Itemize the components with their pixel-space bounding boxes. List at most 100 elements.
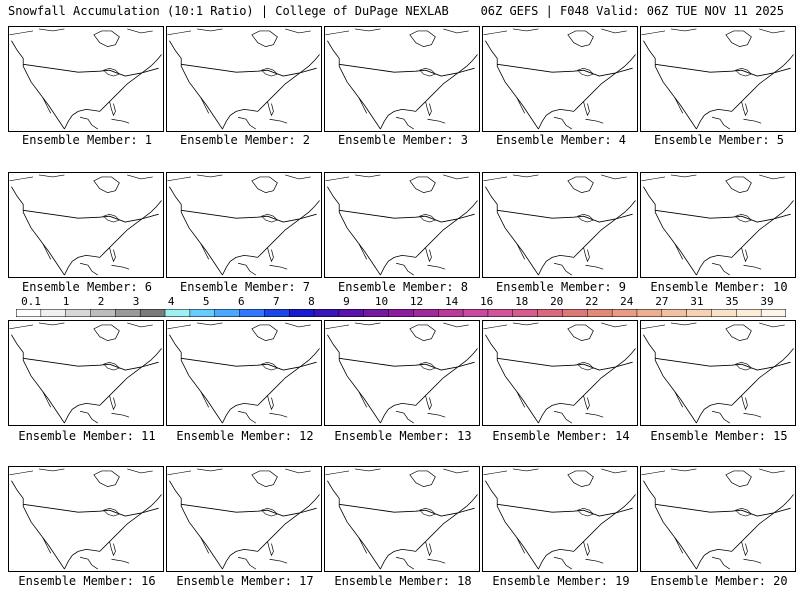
colorbar-tick-label: 27: [655, 295, 669, 308]
colorbar-tick-label: 24: [620, 295, 634, 308]
ensemble-member-label: Ensemble Member: 17: [176, 574, 314, 588]
colorbar-tick-label: 9: [343, 295, 350, 308]
ensemble-member-label: Ensemble Member: 19: [492, 574, 630, 588]
snowfall-map: [641, 467, 795, 571]
snowfall-map: [483, 467, 637, 571]
colorbar-tick-label: 6: [237, 295, 245, 308]
ensemble-member-label: Ensemble Member: 6: [21, 280, 153, 294]
ensemble-map-panel: [482, 26, 638, 132]
colorbar-swatch: [487, 309, 514, 317]
ensemble-map-panel: [324, 466, 480, 572]
colorbar-swatch: [338, 309, 365, 317]
valid-time-label: 06Z GEFS | F048 Valid: 06Z TUE NOV 11 20…: [480, 4, 784, 18]
colorbar-tick-label: 12: [409, 295, 424, 308]
colorbar-swatch: [388, 309, 414, 317]
ensemble-member-label: Ensemble Member: 10: [650, 280, 788, 294]
colorbar-swatch: [214, 309, 241, 317]
colorbar-swatch: [413, 309, 439, 317]
colorbar-tick-label: 0.1: [21, 295, 41, 308]
colorbar-swatch: [189, 309, 216, 317]
snowfall-map: [325, 173, 479, 277]
snowfall-map: [167, 321, 321, 425]
snowfall-map: [9, 173, 163, 277]
ensemble-member-label: Ensemble Member: 14: [492, 429, 630, 443]
colorbar-swatch: [736, 309, 762, 317]
ensemble-map-panel: [324, 172, 480, 278]
colorbar-tick-label: 1: [62, 295, 70, 308]
colorbar-swatch: [16, 309, 42, 317]
ensemble-map-panel: [482, 172, 638, 278]
snowfall-map: [641, 173, 795, 277]
ensemble-member-label: Ensemble Member: 8: [337, 280, 469, 294]
ensemble-member-label: Ensemble Member: 2: [179, 133, 311, 147]
colorbar-tick-label: 10: [374, 295, 389, 308]
colorbar-swatch: [537, 309, 563, 317]
ensemble-member-label: Ensemble Member: 13: [334, 429, 472, 443]
ensemble-member-label: Ensemble Member: 5: [653, 133, 785, 147]
colorbar-tick-label: 35: [725, 295, 739, 308]
snowfall-map: [325, 467, 479, 571]
ensemble-map-panel: [8, 320, 164, 426]
snowfall-map: [325, 27, 479, 131]
colorbar-swatch: [288, 309, 315, 317]
snowfall-map: [9, 321, 163, 425]
colorbar-swatch: [512, 309, 539, 317]
colorbar-swatch: [363, 309, 390, 317]
ensemble-map-panel: [482, 466, 638, 572]
ensemble-member-label: Ensemble Member: 15: [650, 429, 788, 443]
colorbar-swatch: [562, 309, 588, 317]
ensemble-map-panel: [324, 26, 480, 132]
colorbar-tick-label: 4: [167, 295, 175, 308]
ensemble-map-panel: [8, 466, 164, 572]
colorbar-tick-label: 2: [97, 295, 105, 308]
colorbar-tick-label: 31: [690, 295, 704, 308]
colorbar-swatch: [90, 309, 116, 317]
ensemble-member-label: Ensemble Member: 16: [18, 574, 156, 588]
colorbar-swatch: [313, 309, 340, 317]
snowfall-map: [325, 321, 479, 425]
snowfall-map: [167, 27, 321, 131]
ensemble-member-label: Ensemble Member: 3: [337, 133, 469, 147]
snowfall-map: [9, 467, 163, 571]
colorbar-swatch: [239, 309, 265, 317]
colorbar-swatch: [40, 309, 67, 317]
ensemble-member-label: Ensemble Member: 20: [650, 574, 788, 588]
colorbar-swatch: [587, 309, 613, 317]
ensemble-map-panel: [640, 172, 796, 278]
ensemble-map-panel: [166, 172, 322, 278]
ensemble-map-panel: [8, 26, 164, 132]
ensemble-map-panel: [166, 466, 322, 572]
ensemble-member-label: Ensemble Member: 18: [334, 574, 472, 588]
ensemble-member-label: Ensemble Member: 1: [21, 133, 153, 147]
colorbar-tick-label: 20: [550, 295, 564, 308]
colorbar-swatch: [65, 309, 92, 317]
ensemble-map-panel: [166, 320, 322, 426]
snowfall-colorbar: [16, 309, 786, 317]
colorbar-tick-label: 18: [515, 295, 529, 308]
ensemble-map-panel: [8, 172, 164, 278]
colorbar-tick-label: 8: [308, 295, 315, 308]
snowfall-map: [483, 173, 637, 277]
colorbar-tick-label: 16: [479, 295, 494, 308]
ensemble-map-panel: [324, 320, 480, 426]
colorbar-swatch: [760, 309, 786, 317]
snowfall-map: [167, 173, 321, 277]
ensemble-map-panel: [640, 26, 796, 132]
ensemble-map-panel: [482, 320, 638, 426]
colorbar-tick-label: 3: [132, 295, 140, 308]
colorbar-tick-label: 14: [444, 295, 459, 308]
ensemble-map-panel: [640, 320, 796, 426]
colorbar-swatch: [438, 309, 464, 317]
colorbar-swatch: [115, 309, 141, 317]
ensemble-member-label: Ensemble Member: 7: [179, 280, 311, 294]
snowfall-map: [9, 27, 163, 131]
map-title: Snowfall Accumulation (10:1 Ratio) | Col…: [8, 4, 449, 18]
colorbar-swatch: [462, 309, 489, 317]
snowfall-map: [483, 321, 637, 425]
ensemble-member-label: Ensemble Member: 9: [495, 280, 627, 294]
snowfall-map: [641, 27, 795, 131]
colorbar-swatch: [264, 309, 290, 317]
ensemble-map-panel: [640, 466, 796, 572]
ensemble-member-label: Ensemble Member: 11: [18, 429, 156, 443]
colorbar-tick-label: 5: [202, 295, 210, 308]
